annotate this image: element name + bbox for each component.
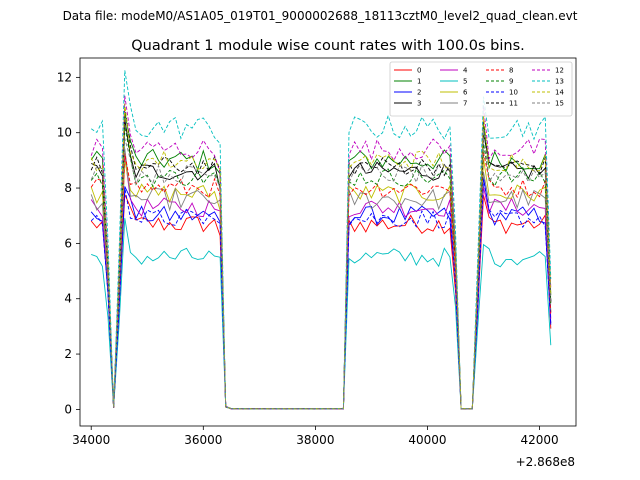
y-tick-label: 4 xyxy=(64,292,72,306)
series-line-13 xyxy=(90,70,552,410)
y-tick-label: 10 xyxy=(57,126,72,140)
legend-label-0: 0 xyxy=(417,67,421,75)
y-tick-label: 8 xyxy=(64,181,72,195)
legend-label-11: 11 xyxy=(509,100,518,108)
legend-label-8: 8 xyxy=(509,67,513,75)
y-tick-label: 6 xyxy=(64,236,72,250)
legend-label-1: 1 xyxy=(417,78,421,86)
x-tick-label: 38000 xyxy=(296,433,334,447)
legend-label-3: 3 xyxy=(417,100,421,108)
legend-label-13: 13 xyxy=(555,78,564,86)
y-tick-label: 12 xyxy=(57,70,72,84)
legend-label-7: 7 xyxy=(463,100,467,108)
plot-series-group xyxy=(90,70,552,410)
axes-frame xyxy=(79,57,577,427)
legend-box xyxy=(389,61,573,117)
legend-label-14: 14 xyxy=(555,89,564,97)
legend-label-12: 12 xyxy=(555,67,564,75)
y-tick-label: 2 xyxy=(64,347,72,361)
x-tick-label: 42000 xyxy=(520,433,558,447)
x-tick-label: 36000 xyxy=(184,433,222,447)
legend-label-6: 6 xyxy=(463,89,468,97)
legend-label-10: 10 xyxy=(509,89,518,97)
x-tick-label: 40000 xyxy=(408,433,446,447)
suptitle: Data file: modeM0/AS1A05_019T01_90000026… xyxy=(63,9,578,23)
x-offset-label: +2.868e8 xyxy=(516,455,575,469)
chart-title: Quadrant 1 module wise count rates with … xyxy=(131,38,525,54)
x-tick-label: 34000 xyxy=(72,433,110,447)
y-tick-label: 0 xyxy=(64,402,72,416)
legend-label-4: 4 xyxy=(463,67,468,75)
series-line-11 xyxy=(90,106,552,410)
legend-label-5: 5 xyxy=(463,78,467,86)
legend-label-15: 15 xyxy=(555,100,564,108)
legend-label-9: 9 xyxy=(509,78,513,86)
legend-label-2: 2 xyxy=(417,89,421,97)
